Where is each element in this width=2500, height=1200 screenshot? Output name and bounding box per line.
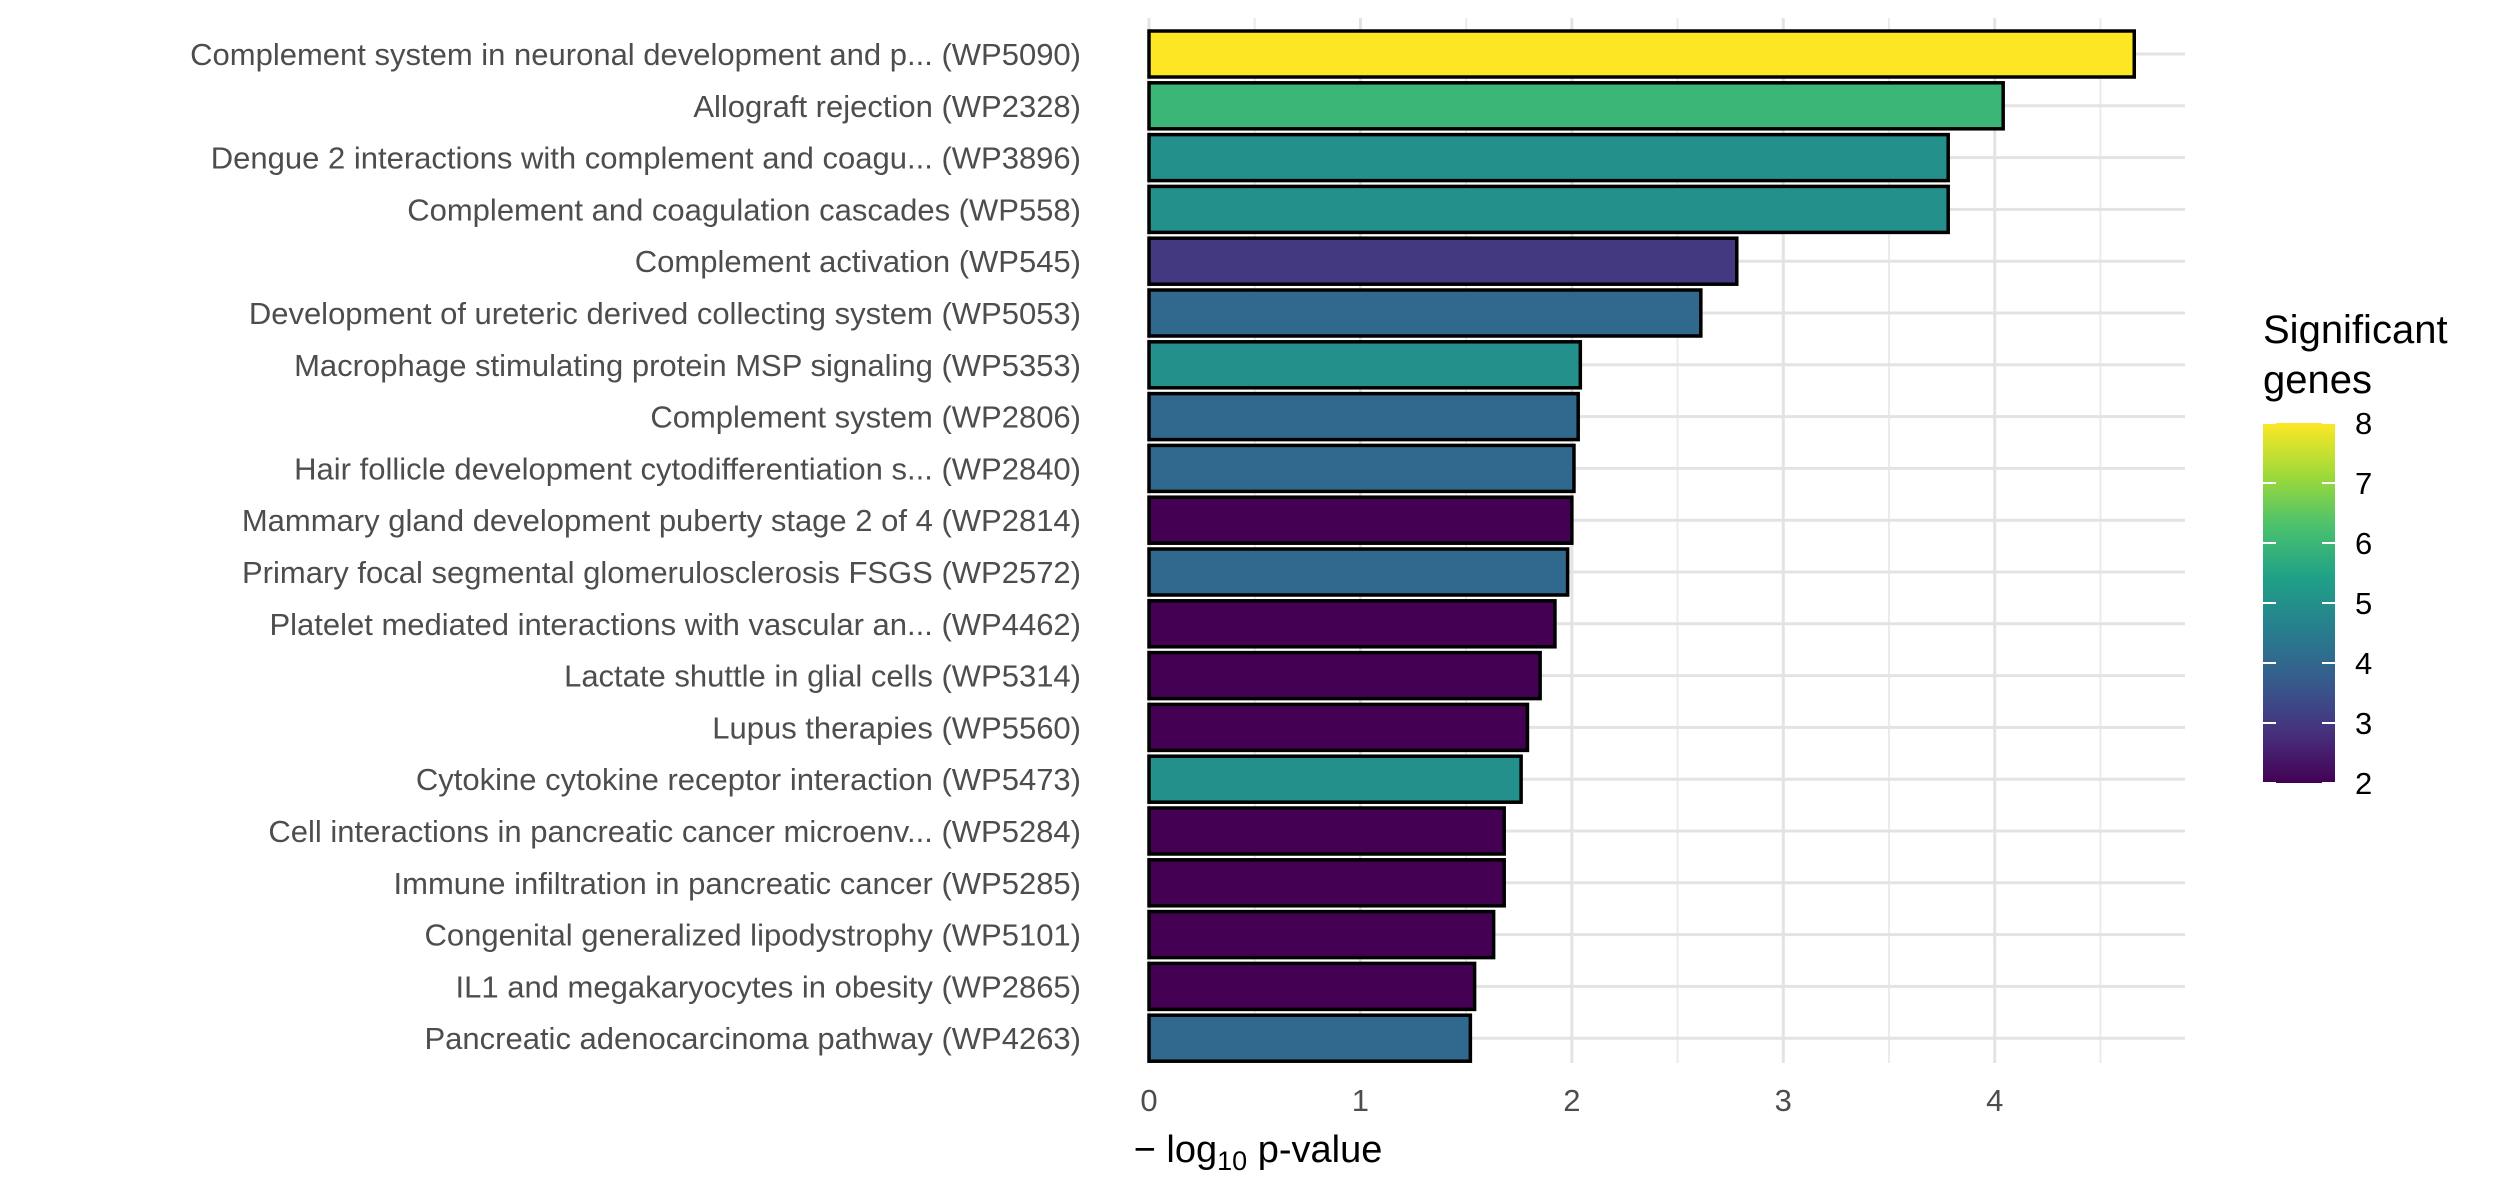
bar <box>1147 806 1506 856</box>
category-labels: Complement system in neuronal developmen… <box>190 37 1081 1056</box>
bar <box>1147 858 1506 908</box>
legend-ticks: 2 3 4 5 6 7 8 <box>2263 406 2372 801</box>
legend-title-line1: Significant <box>2263 308 2448 352</box>
bar <box>1147 81 2005 131</box>
category-label: Lactate shuttle in glial cells (WP5314) <box>564 659 1081 694</box>
category-label: Pancreatic adenocarcinoma pathway (WP426… <box>424 1021 1081 1056</box>
category-label: Platelet mediated interactions with vasc… <box>269 607 1081 642</box>
color-legend: Significant genes 2 3 4 5 6 7 8 <box>2263 308 2448 801</box>
bar <box>1147 702 1530 753</box>
category-label: Complement activation (WP545) <box>635 244 1081 279</box>
category-label: Complement system (WP2806) <box>650 400 1081 435</box>
legend-tick-label: 3 <box>2355 706 2372 741</box>
legend-tick-label: 6 <box>2355 526 2372 561</box>
bar <box>1147 547 1570 597</box>
x-tick-label: 1 <box>1352 1083 1369 1118</box>
category-label: Complement and coagulation cascades (WP5… <box>407 192 1081 227</box>
legend-tick-label: 8 <box>2355 406 2372 441</box>
x-axis-title: − log10 p-value <box>1134 1129 1383 1176</box>
x-tick-label: 0 <box>1140 1083 1157 1118</box>
x-axis-title-subscript: 10 <box>1217 1146 1247 1176</box>
category-label: Congenital generalized lipodystrophy (WP… <box>424 918 1081 953</box>
category-label: Development of ureteric derived collecti… <box>249 296 1081 331</box>
category-label: IL1 and megakaryocytes in obesity (WP286… <box>456 969 1081 1004</box>
bar <box>1147 391 1580 442</box>
category-label: Complement system in neuronal developmen… <box>190 37 1081 72</box>
x-tick-label: 4 <box>1986 1083 2003 1118</box>
bar <box>1147 288 1703 338</box>
bar <box>1147 132 1950 183</box>
bar <box>1147 961 1477 1012</box>
x-tick-label: 2 <box>1563 1083 1580 1118</box>
category-label: Immune infiltration in pancreatic cancer… <box>394 866 1081 901</box>
bar <box>1147 650 1542 701</box>
category-label: Cytokine cytokine receptor interaction (… <box>416 762 1081 797</box>
legend-title-line2: genes <box>2263 358 2372 402</box>
bar <box>1147 443 1576 494</box>
category-label: Mammary gland development puberty stage … <box>242 503 1081 538</box>
bar <box>1147 495 1574 545</box>
bar <box>1147 236 1739 286</box>
legend-tick-label: 2 <box>2355 766 2372 801</box>
category-label: Lupus therapies (WP5560) <box>712 710 1081 745</box>
bar <box>1147 184 1950 235</box>
bar <box>1147 754 1523 804</box>
legend-tick-label: 5 <box>2355 586 2372 621</box>
bar <box>1147 340 1583 390</box>
category-label: Hair follicle development cytodifferenti… <box>294 451 1081 486</box>
bar <box>1147 29 2137 79</box>
legend-tick-label: 4 <box>2355 646 2372 681</box>
x-axis-title-prefix: − log <box>1134 1129 1217 1171</box>
category-label: Cell interactions in pancreatic cancer m… <box>268 814 1081 849</box>
x-axis-ticks: 0 1 2 3 4 <box>1140 1083 2003 1118</box>
x-axis-title-suffix: p-value <box>1247 1129 1382 1171</box>
category-label: Dengue 2 interactions with complement an… <box>211 141 1081 176</box>
category-label: Primary focal segmental glomeruloscleros… <box>242 555 1081 590</box>
category-label: Macrophage stimulating protein MSP signa… <box>294 348 1081 383</box>
bar <box>1147 1013 1473 1063</box>
bars <box>1147 29 2137 1063</box>
bar <box>1147 909 1496 960</box>
legend-tick-label: 7 <box>2355 466 2372 501</box>
x-tick-label: 3 <box>1775 1083 1792 1118</box>
bar <box>1147 599 1557 649</box>
category-label: Allograft rejection (WP2328) <box>693 89 1081 124</box>
